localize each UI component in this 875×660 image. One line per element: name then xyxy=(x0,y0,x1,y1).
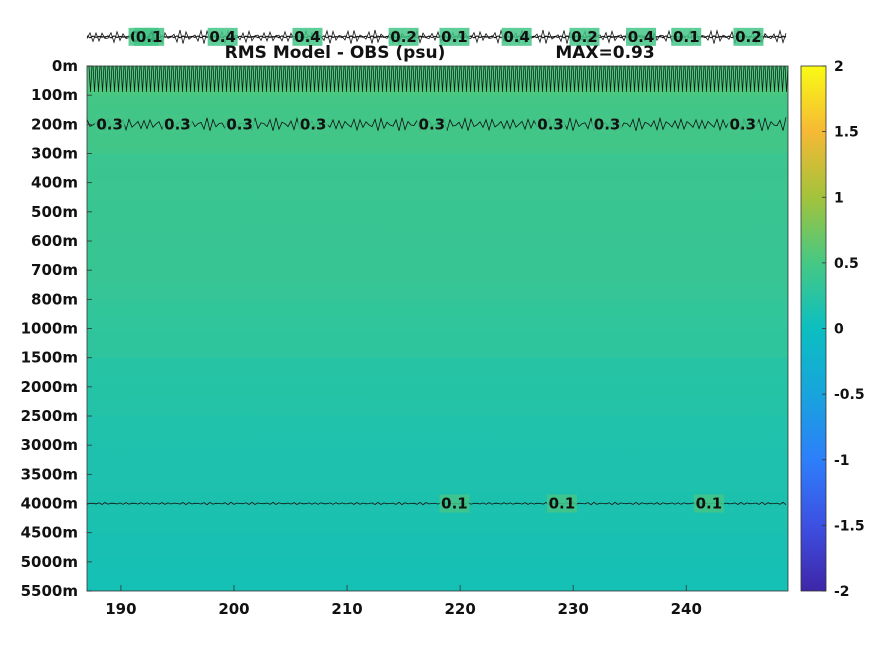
heatmap-band-4 xyxy=(87,357,788,416)
contour-label-bg-3 xyxy=(501,27,532,46)
contour-label-bg-15 xyxy=(733,27,764,46)
y-tick-label-15: 4000m xyxy=(21,495,78,513)
y-tick-label-2: 200m xyxy=(31,115,78,133)
contour-label-bg-8 xyxy=(298,115,329,134)
contour-label-bg-20 xyxy=(693,494,724,513)
contour-label-bg-19 xyxy=(439,494,470,513)
contour-label-5: 0.3 xyxy=(96,115,123,133)
contour-line-0-1-4 xyxy=(86,501,787,506)
contour-label-2: 0.4 xyxy=(294,28,321,46)
contour-label-bg-10 xyxy=(535,115,566,134)
contour-label-20: 0.1 xyxy=(696,495,723,513)
contour-label-bg-13 xyxy=(388,27,419,46)
contour-label-19: 0.1 xyxy=(441,495,468,513)
colorbar-tick-label-6: -1 xyxy=(834,453,850,469)
contour-label-bg-1 xyxy=(207,27,238,46)
y-tick-label-10: 1500m xyxy=(21,349,78,367)
contour-label-bg-2 xyxy=(292,27,323,46)
contour-line-0-4-0 xyxy=(86,29,787,45)
contour-label-bg-16 xyxy=(134,27,165,46)
x-tick-label-3: 220 xyxy=(444,600,475,618)
contour-label-bg-21 xyxy=(546,494,577,513)
max-label: MAX=0.93 xyxy=(555,43,654,63)
chart-title: RMS Model - OBS (psu) xyxy=(225,43,446,63)
colorbar: 2 1.5 1 0.5 0 -0.5 -1 -1.5 -2 xyxy=(800,59,865,600)
y-tick-label-1: 100m xyxy=(31,86,78,104)
contour-label-21: 0.1 xyxy=(549,495,576,513)
contour-label-3: 0.4 xyxy=(503,28,530,46)
y-tick-label-3: 300m xyxy=(31,145,78,163)
y-tick-label-17: 5000m xyxy=(21,553,78,571)
y-axis-ticks: 0m 100m 200m 300m 400m 500m 600m 700m 800m 1000m 1… xyxy=(21,57,92,600)
contour-label-bg-14 xyxy=(569,27,600,46)
y-tick-label-5: 500m xyxy=(31,203,78,221)
y-tick-label-6: 600m xyxy=(31,232,78,250)
contour-label-8: 0.3 xyxy=(300,115,327,133)
y-tick-label-12: 2500m xyxy=(21,407,78,425)
x-tick-label-5: 240 xyxy=(671,600,702,618)
x-axis-ticks: 190 200 210 220 230 240 xyxy=(105,585,702,618)
y-tick-label-9: 1000m xyxy=(21,320,78,338)
contour-label-bg-12 xyxy=(727,115,758,134)
colorbar-ticks: 2 1.5 1 0.5 0 -0.5 -1 -1.5 -2 xyxy=(822,59,865,600)
colorbar-gradient xyxy=(800,65,827,592)
x-tick-label-0: 190 xyxy=(105,600,136,618)
colorbar-tick-label-3: 0.5 xyxy=(834,256,859,272)
y-tick-label-0: 0m xyxy=(52,57,78,75)
x-tick-label-2: 210 xyxy=(331,600,362,618)
y-tick-label-14: 3500m xyxy=(21,465,78,483)
y-tick-label-11: 2000m xyxy=(21,378,78,396)
contour-label-10: 0.3 xyxy=(537,115,564,133)
contour-label-bg-4 xyxy=(626,27,657,46)
contour-label-6: 0.3 xyxy=(164,115,191,133)
contour-line-surface-spikes xyxy=(88,65,789,93)
contour-line-0-1-3 xyxy=(86,35,787,39)
contour-label-bg-11 xyxy=(592,115,623,134)
contour-lines xyxy=(86,29,789,506)
y-tick-label-16: 4500m xyxy=(21,524,78,542)
contour-label-bg-5 xyxy=(94,115,125,134)
y-tick-label-18: 5500m xyxy=(21,582,78,600)
heatmap-band-5 xyxy=(87,416,788,533)
colorbar-tick-label-4: 0 xyxy=(834,322,844,338)
y-tick-label-8: 800m xyxy=(31,290,78,308)
heatmap-bands xyxy=(87,66,788,591)
contour-label-11: 0.3 xyxy=(594,115,621,133)
contour-label-12: 0.3 xyxy=(729,115,756,133)
contour-label-7: 0.3 xyxy=(226,115,253,133)
contour-label-1: 0.4 xyxy=(209,28,236,46)
colorbar-tick-label-5: -0.5 xyxy=(834,387,865,403)
colorbar-tick-label-0: 2 xyxy=(834,59,844,75)
contour-label-bg-7 xyxy=(224,115,255,134)
colorbar-tick-label-1: 1.5 xyxy=(834,125,859,141)
heatmap-band-2 xyxy=(87,153,788,300)
colorbar-tick-label-8: -2 xyxy=(834,584,850,600)
plot-area: 0.40.40.40.40.40.30.30.30.30.30.30.30.30… xyxy=(86,27,789,592)
contour-label-bg-18 xyxy=(671,27,702,46)
contour-label-14: 0.2 xyxy=(571,28,598,46)
contour-label-bg-17 xyxy=(439,27,470,46)
contour-label-18: 0.1 xyxy=(673,28,700,46)
contour-label-13: 0.2 xyxy=(390,28,417,46)
x-tick-label-4: 230 xyxy=(558,600,589,618)
contour-label-16: 0.1 xyxy=(136,28,163,46)
y-tick-label-13: 3000m xyxy=(21,436,78,454)
contour-label-bg-9 xyxy=(416,115,447,134)
contour-label-9: 0.3 xyxy=(419,115,446,133)
heatmap-band-3 xyxy=(87,299,788,358)
y-tick-label-4: 400m xyxy=(31,174,78,192)
contour-label-17: 0.1 xyxy=(441,28,468,46)
heatmap-band-6 xyxy=(87,532,788,591)
colorbar-tick-label-2: 1 xyxy=(834,190,844,206)
contour-labels: 0.40.40.40.40.40.30.30.30.30.30.30.30.30… xyxy=(94,27,764,513)
y-tick-label-7: 700m xyxy=(31,261,78,279)
contour-label-15: 0.2 xyxy=(735,28,762,46)
contour-label-4: 0.4 xyxy=(628,28,655,46)
x-tick-label-1: 200 xyxy=(218,600,249,618)
contour-label-bg-6 xyxy=(162,115,193,134)
colorbar-tick-label-7: -1.5 xyxy=(834,518,865,534)
